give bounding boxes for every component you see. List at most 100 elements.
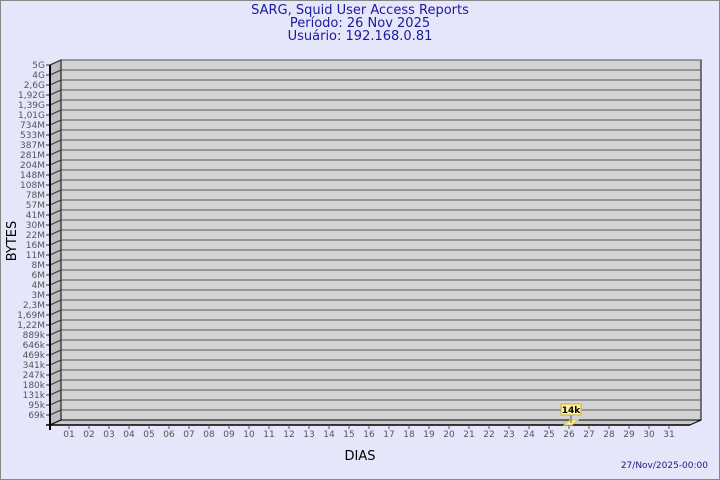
gridline-slant	[49, 249, 62, 256]
x-tick-label: 09	[223, 430, 235, 440]
x-tick-label: 12	[283, 430, 294, 440]
y-tick-label: 2,6G	[24, 81, 45, 91]
x-tick-label: 22	[483, 430, 494, 440]
x-tick-label: 28	[603, 430, 615, 440]
gridline-slant	[49, 389, 62, 396]
x-tick-label: 04	[123, 430, 135, 440]
y-tick-label: 30M	[26, 221, 45, 231]
gridline-slant	[49, 329, 62, 336]
gridline-slant	[49, 409, 62, 416]
x-tick-label: 27	[583, 430, 594, 440]
y-tick-label: 180k	[23, 381, 46, 391]
y-tick-label: 469k	[23, 351, 46, 361]
x-tick-label: 21	[463, 430, 474, 440]
gridline-slant	[49, 279, 62, 286]
y-tick-label: 1,01G	[18, 111, 45, 121]
gridline-slant	[49, 359, 62, 366]
gridline-slant	[49, 199, 62, 206]
y-tick-label: 22M	[26, 231, 45, 241]
data-label: 14k	[562, 406, 582, 416]
x-tick-label: 25	[543, 430, 554, 440]
gridline-slant	[49, 119, 62, 126]
gridline-slant	[49, 59, 62, 66]
y-tick-label: 734M	[20, 121, 45, 131]
gridline-slant	[49, 209, 62, 216]
gridline-slant	[49, 89, 62, 96]
x-tick-label: 10	[243, 430, 255, 440]
y-tick-label: 5G	[32, 61, 45, 71]
y-tick-label: 131k	[23, 391, 46, 401]
gridline-slant	[49, 259, 62, 266]
y-tick-label: 148M	[20, 171, 45, 181]
y-tick-label: 95k	[28, 401, 45, 411]
x-tick-label: 08	[203, 430, 215, 440]
y-tick-label: 1,22M	[17, 321, 45, 331]
y-tick-label: 889k	[23, 331, 46, 341]
x-tick-label: 01	[63, 430, 74, 440]
x-tick-label: 19	[423, 430, 435, 440]
gridline-slant	[49, 149, 62, 156]
gridline-slant	[49, 129, 62, 136]
x-tick-label: 14	[323, 430, 335, 440]
x-axis-label: DIAS	[345, 449, 376, 464]
gridline-slant	[49, 159, 62, 166]
gridline-slant	[49, 69, 62, 76]
gridline-slant	[49, 139, 62, 146]
y-tick-label: 341k	[23, 361, 46, 371]
y-tick-label: 108M	[20, 181, 45, 191]
y-tick-label: 1,39G	[18, 101, 45, 111]
gridline-slant	[49, 189, 62, 196]
y-tick-label: 2,3M	[23, 301, 45, 311]
chart-subtitle-period: Período: 26 Nov 2025	[289, 16, 431, 31]
x-tick-label: 16	[363, 430, 375, 440]
gridline-slant	[49, 179, 62, 186]
gridline-slant	[49, 349, 62, 356]
gridline-slant	[49, 229, 62, 236]
gridline-slant	[49, 289, 62, 296]
y-tick-label: 204M	[20, 161, 45, 171]
y-tick-label: 533M	[20, 131, 45, 141]
gridline-slant	[49, 169, 62, 176]
y-tick-label: 1,69M	[17, 311, 45, 321]
x-tick-label: 13	[303, 430, 314, 440]
x-tick-label: 05	[143, 430, 154, 440]
gridline-slant	[49, 369, 62, 376]
y-tick-label: 281M	[20, 151, 45, 161]
y-tick-label: 1,92G	[18, 91, 45, 101]
x-tick-label: 06	[163, 430, 175, 440]
x-tick-label: 18	[403, 430, 415, 440]
y-tick-label: 646k	[23, 341, 46, 351]
x-tick-label: 20	[443, 430, 455, 440]
y-tick-label: 16M	[26, 241, 45, 251]
gridline-slant	[49, 339, 62, 346]
gridline-slant	[49, 109, 62, 116]
y-tick-label: 69k	[28, 411, 45, 421]
generated-timestamp: 27/Nov/2025-00:00	[620, 461, 708, 471]
gridline-slant	[49, 239, 62, 246]
gridline-slant	[49, 319, 62, 326]
x-tick-label: 03	[103, 430, 114, 440]
gridline-slant	[49, 269, 62, 276]
y-tick-label: 4G	[32, 71, 45, 81]
y-tick-label: 387M	[20, 141, 45, 151]
x-tick-label: 26	[563, 430, 575, 440]
x-tick-label: 23	[503, 430, 514, 440]
y-axis-label: BYTES	[5, 221, 20, 262]
gridline-slant	[49, 379, 62, 386]
gridline-slant	[49, 399, 62, 406]
chart-title: SARG, Squid User Access Reports	[251, 3, 469, 18]
y-tick-label: 3M	[32, 291, 46, 301]
chart-subtitle-user: Usuário: 192.168.0.81	[287, 29, 433, 44]
x-tick-label: 15	[343, 430, 354, 440]
y-tick-label: 78M	[26, 191, 45, 201]
y-tick-label: 57M	[26, 201, 45, 211]
y-tick-label: 6M	[32, 271, 46, 281]
x-tick-label: 17	[383, 430, 394, 440]
x-tick-label: 30	[643, 430, 655, 440]
gridline-slant	[49, 309, 62, 316]
data-label-box	[560, 403, 582, 416]
gridline-slant	[49, 219, 62, 226]
gridline-slant	[49, 299, 62, 306]
x-tick-label: 11	[263, 430, 274, 440]
